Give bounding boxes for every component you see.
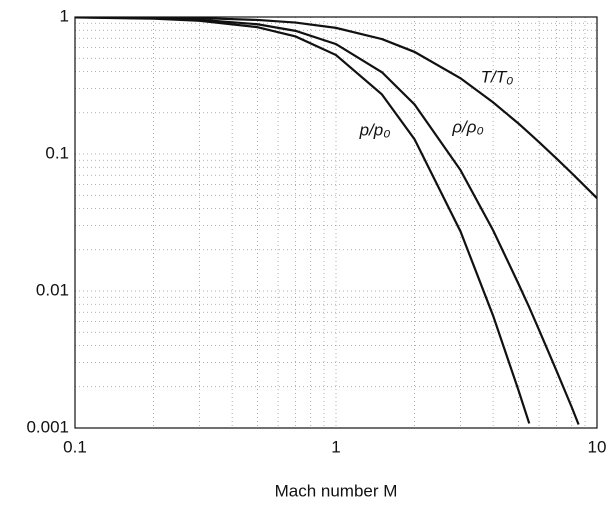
x-tick-label: 10 xyxy=(588,437,607,456)
series-label: ρ/ρ₀ xyxy=(451,117,483,136)
y-tick-label: 1 xyxy=(60,6,69,25)
series-line xyxy=(75,17,580,425)
x-tick-label: 0.1 xyxy=(63,437,87,456)
x-tick-label: 1 xyxy=(331,437,340,456)
series-line xyxy=(75,17,597,199)
x-axis-label: Mach number M xyxy=(275,481,398,500)
series-label: p/p₀ xyxy=(359,120,391,139)
series-label: T/T₀ xyxy=(481,67,514,86)
y-tick-label: 0.1 xyxy=(45,143,69,162)
series-line xyxy=(75,17,531,424)
y-tick-label: 0.001 xyxy=(26,417,69,436)
plot-frame xyxy=(74,16,598,429)
y-tick-label: 0.01 xyxy=(36,280,69,299)
